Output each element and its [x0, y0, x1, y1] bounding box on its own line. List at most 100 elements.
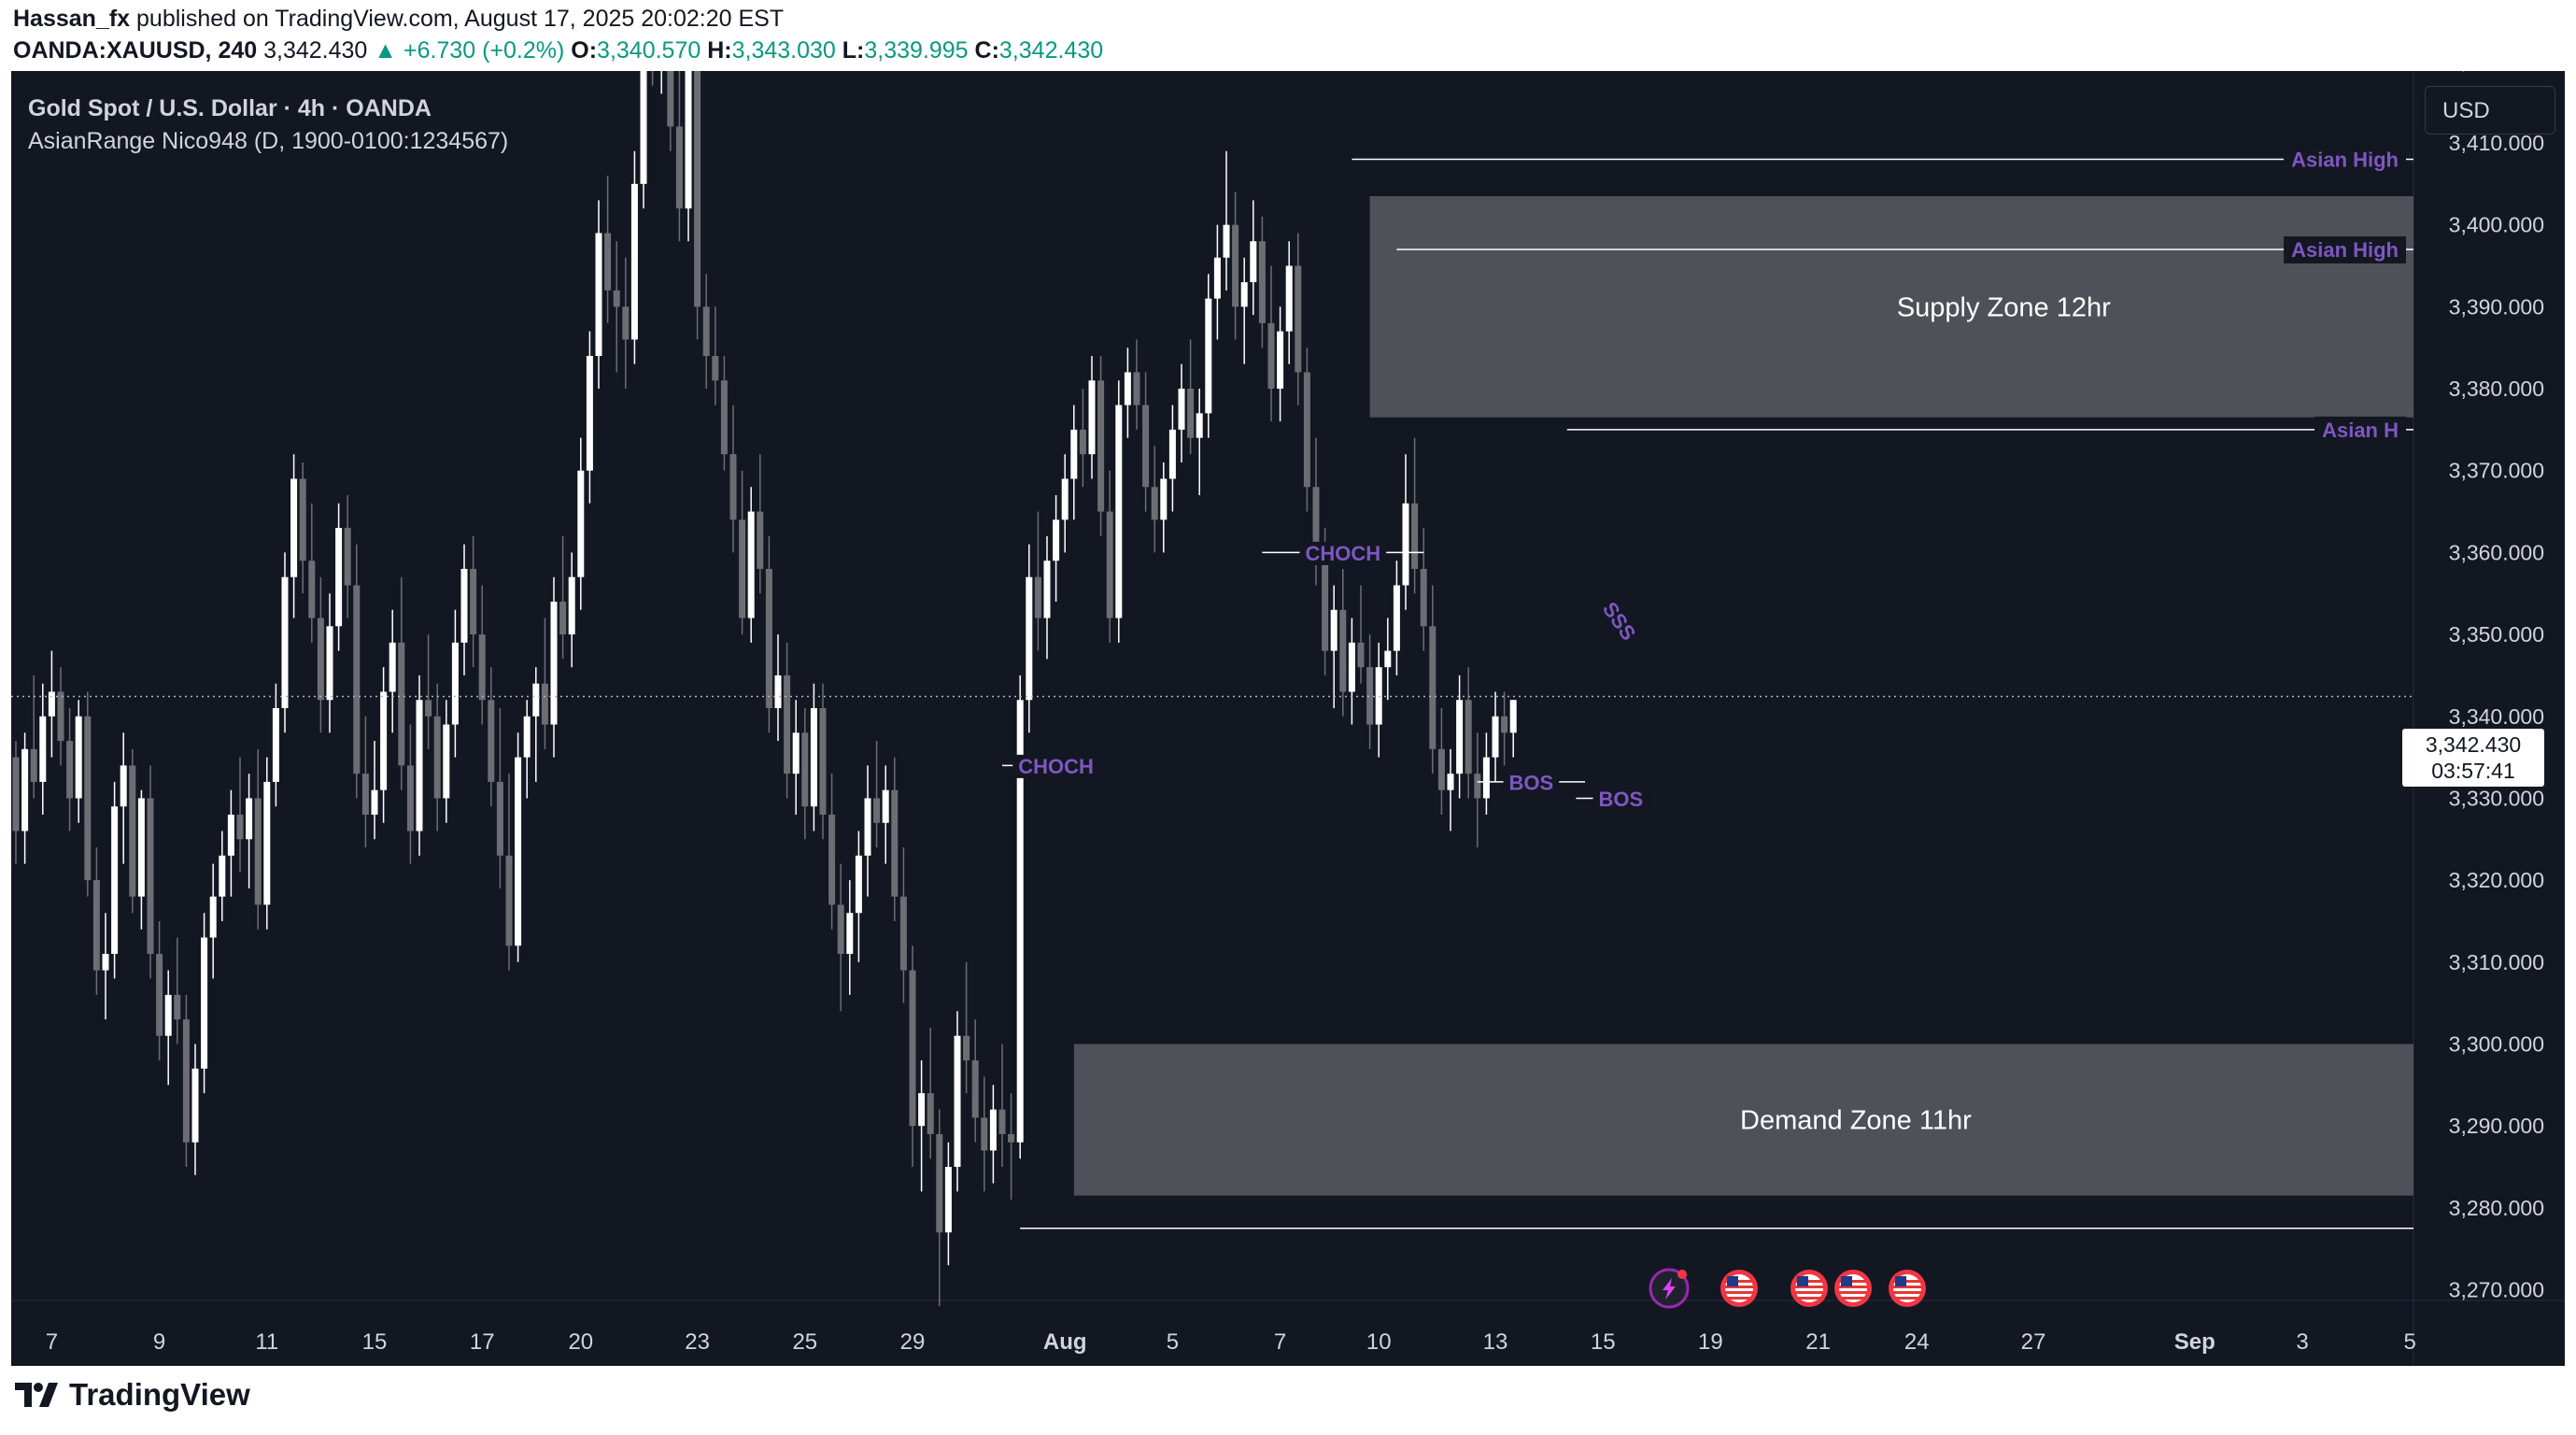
candle-body	[1339, 609, 1347, 692]
candle-body	[1223, 224, 1230, 258]
price-tick-label: 3,410.000	[2449, 131, 2544, 155]
candle-body	[792, 732, 800, 774]
current-price-value: 3,342.430	[2425, 732, 2522, 757]
candle-body	[470, 568, 477, 635]
candle-body	[981, 1117, 988, 1151]
time-tick-label: 24	[1904, 1329, 1930, 1355]
candle-body	[846, 913, 854, 955]
candle-body	[433, 716, 441, 799]
structure-label-bg	[1299, 541, 1387, 565]
lightning-icon-bolt	[1663, 1278, 1676, 1300]
candle-body	[425, 700, 432, 717]
structure-label: CHOCH	[1305, 542, 1380, 565]
price-tick-label: 3,340.000	[2449, 704, 2544, 729]
us-flag-icon-stripe	[1725, 1297, 1753, 1300]
candle-body	[1267, 322, 1275, 390]
candle-body	[1420, 568, 1427, 627]
candle-body	[630, 183, 638, 340]
candle-body	[164, 994, 172, 1036]
candle-body	[227, 814, 234, 856]
candle-body	[1330, 609, 1338, 651]
candle-body	[1178, 389, 1185, 430]
author-name[interactable]: Hassan_fx	[13, 6, 131, 32]
close-label: C:	[968, 37, 999, 64]
level-label-bg	[2284, 235, 2406, 263]
time-tick-label: 15	[1591, 1329, 1616, 1355]
candle-body	[254, 798, 262, 905]
price-tick-label: 3,400.000	[2449, 213, 2544, 237]
candle-body	[1187, 389, 1195, 438]
time-tick-label: 25	[792, 1329, 817, 1355]
level-label: Asian High	[2291, 149, 2399, 172]
zone-label: Supply Zone 12hr	[1897, 292, 2111, 322]
candle-body	[281, 576, 289, 708]
us-flag-icon-stripe	[1795, 1291, 1823, 1294]
candle-body	[21, 748, 29, 831]
us-flag-icon-stripe	[1893, 1286, 1921, 1288]
candle-body	[380, 691, 388, 790]
candle-body	[613, 290, 620, 307]
candle-body	[30, 748, 37, 782]
candle-body	[971, 1060, 979, 1118]
candle-body	[667, 71, 674, 127]
candle-body	[505, 855, 513, 946]
candle-body	[156, 954, 163, 1036]
time-tick-label: Aug	[1043, 1329, 1087, 1355]
candle-body	[191, 1068, 199, 1143]
us-flag-icon-stripe	[1893, 1291, 1921, 1294]
close-value: 3,342.430	[998, 37, 1104, 64]
bar-countdown: 03:57:41	[2431, 759, 2515, 783]
candle-body	[702, 306, 710, 356]
candle-body	[873, 798, 881, 823]
candle-body	[739, 519, 746, 618]
publish-info: Hassan_fx published on TradingView.com, …	[13, 6, 784, 33]
candle-body	[515, 757, 522, 946]
candle-body	[622, 306, 630, 340]
candle-body	[389, 642, 396, 692]
indicator-legend[interactable]: AsianRange Nico948 (D, 1900-0100:1234567…	[28, 128, 509, 154]
candle-body	[1232, 224, 1239, 307]
candle-body	[1115, 405, 1123, 618]
candle-body	[864, 798, 871, 856]
zone-rect	[1073, 1044, 2413, 1196]
candle-body	[604, 233, 612, 291]
price-tick-label: 3,310.000	[2449, 950, 2544, 974]
candle-body	[1196, 413, 1203, 438]
notification-dot	[1677, 1270, 1687, 1279]
structure-label-bg	[1012, 754, 1099, 778]
candle-body	[102, 954, 109, 971]
price-tick-label: 3,380.000	[2449, 377, 2544, 401]
candle-body	[1322, 561, 1329, 651]
candle-body	[675, 126, 683, 209]
candle-body	[478, 634, 486, 701]
candle-body	[720, 380, 728, 455]
us-flag-icon-canton	[1841, 1276, 1852, 1286]
candle-body	[317, 618, 324, 701]
candle-body	[550, 602, 558, 725]
candle-body	[1043, 561, 1051, 618]
tradingview-logo[interactable]: TradingView	[13, 1377, 250, 1413]
time-tick-label: 23	[685, 1329, 710, 1355]
candle-body	[998, 1109, 1006, 1134]
time-tick-label: 20	[568, 1329, 593, 1355]
chart-legend-title[interactable]: Gold Spot / U.S. Dollar · 4h · OANDA	[28, 95, 432, 121]
level-label: Asian High	[2291, 238, 2399, 262]
candle-body	[523, 716, 531, 758]
candle-body	[1061, 478, 1069, 520]
open-value: 3,340.570	[597, 37, 701, 64]
candle-body	[685, 71, 692, 209]
currency-button[interactable]: USD	[2425, 86, 2555, 135]
candle-body	[882, 789, 889, 823]
price-tick-label: 3,280.000	[2449, 1196, 2544, 1220]
candle-body	[299, 478, 306, 561]
us-flag-icon	[1834, 1270, 1872, 1307]
candle-body	[1133, 372, 1140, 405]
candle-body	[1026, 576, 1033, 701]
us-flag-icon-stripe	[1795, 1297, 1823, 1300]
us-flag-icon-stripe	[1725, 1286, 1753, 1288]
high-label: H:	[701, 37, 732, 64]
candle-body	[1205, 298, 1212, 414]
candle-body	[75, 716, 82, 799]
